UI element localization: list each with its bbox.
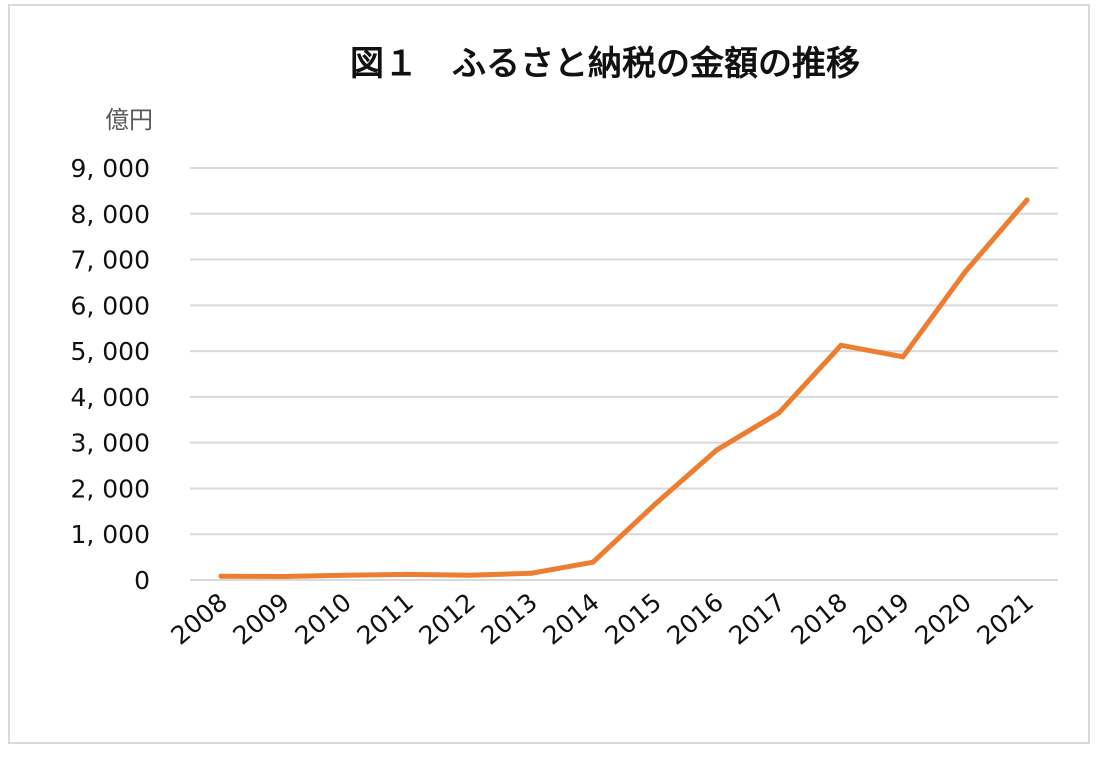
data-point [218,573,224,579]
x-axis-tick-labels: 2008200920102011201220132014201520162017… [165,587,1038,650]
gridlines [190,167,1058,581]
x-tick-label: 2014 [537,587,604,650]
data-point [280,573,286,579]
x-tick-label: 2015 [599,587,666,650]
x-tick-label: 2012 [413,587,480,650]
chart-title: 図１ ふるさと納税の金額の推移 [350,44,860,84]
data-point [652,501,658,507]
x-tick-label: 2017 [723,587,790,650]
x-tick-label: 2016 [661,587,728,650]
x-tick-label: 2008 [165,587,232,650]
y-tick-label: 8, 000 [70,200,150,229]
x-tick-label: 2013 [475,587,542,650]
x-tick-label: 2020 [909,587,976,650]
y-tick-label: 6, 000 [70,291,150,320]
data-point [528,570,534,576]
data-point [900,354,906,360]
data-point [404,571,410,577]
data-point [342,572,348,578]
data-point [590,559,596,565]
data-point [776,410,782,416]
series-layer [218,197,1030,579]
x-tick-label: 2018 [785,587,852,650]
y-tick-label: 0 [134,566,150,595]
series-line [218,197,1030,579]
x-tick-label: 2009 [227,587,294,650]
y-tick-label: 7, 000 [70,246,150,275]
y-tick-label: 5, 000 [70,337,150,366]
chart-frame [8,4,1090,744]
y-tick-label: 1, 000 [70,520,150,549]
x-tick-label: 2019 [847,587,914,650]
data-point [714,447,720,453]
y-tick-label: 3, 000 [70,429,150,458]
data-point [838,342,844,348]
x-tick-label: 2021 [971,587,1038,650]
y-tick-label: 4, 000 [70,383,150,412]
data-point [1024,197,1030,203]
data-point [466,572,472,578]
data-point [962,269,968,275]
y-tick-label: 2, 000 [70,474,150,503]
y-tick-label: 9, 000 [70,154,150,183]
y-axis-tick-labels: 0 1, 000 2, 000 3, 000 4, 000 5, 000 6, 000 7, … [70,154,150,595]
y-axis-unit-label: 億円 [105,106,153,134]
x-tick-label: 2010 [289,587,356,650]
x-tick-label: 2011 [351,587,418,650]
